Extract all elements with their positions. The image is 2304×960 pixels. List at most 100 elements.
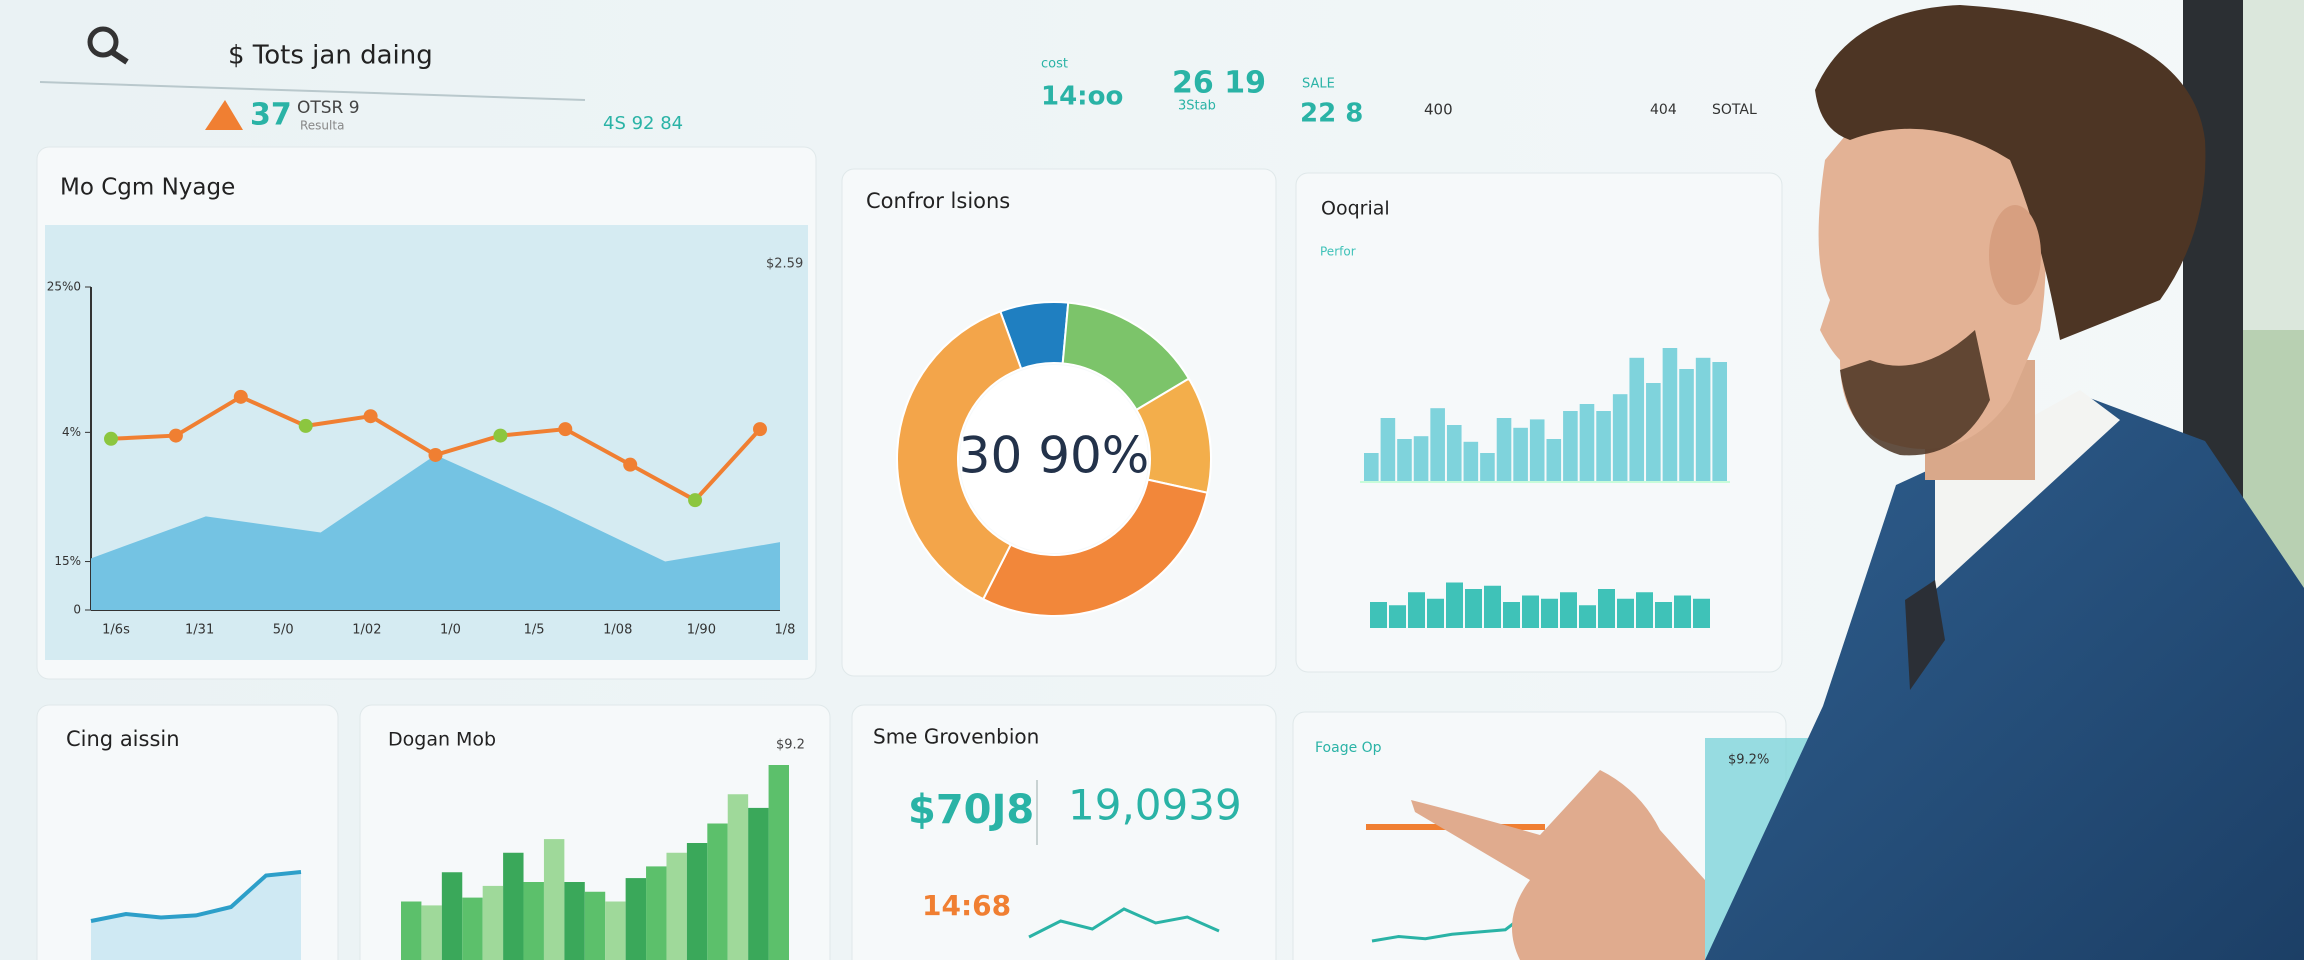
label: 1/5 xyxy=(524,623,545,638)
divider xyxy=(39,81,586,101)
point xyxy=(168,428,183,443)
line xyxy=(1371,908,1533,943)
point xyxy=(298,418,313,433)
label: 1/0 xyxy=(440,623,461,638)
hair xyxy=(1815,5,2206,340)
bar xyxy=(584,891,606,960)
bar xyxy=(768,765,789,960)
bar xyxy=(1612,394,1628,481)
bar xyxy=(1695,357,1711,481)
label: 30 90% xyxy=(959,427,1150,485)
bar xyxy=(1430,408,1445,481)
search-icon xyxy=(110,49,129,65)
label: Ooqrial xyxy=(1321,198,1390,220)
label: 25%0 xyxy=(47,280,81,294)
label: 14:68 xyxy=(922,889,1011,922)
label: 1/02 xyxy=(352,623,381,638)
bar xyxy=(1636,592,1653,628)
bar xyxy=(1579,605,1596,628)
bar xyxy=(1646,383,1661,481)
bar xyxy=(1712,362,1727,481)
bar xyxy=(1596,411,1611,481)
bar xyxy=(1579,404,1595,481)
person xyxy=(1411,5,2304,960)
bar xyxy=(543,839,565,960)
ear xyxy=(1989,205,2041,305)
label: 14:oo xyxy=(1041,82,1123,112)
label: Perfor xyxy=(1320,245,1356,259)
bar xyxy=(1408,592,1425,628)
label: SALE xyxy=(1302,77,1335,92)
point xyxy=(558,422,573,437)
bar xyxy=(1496,418,1512,481)
label: OTSR 9 xyxy=(297,98,360,118)
label: 37 xyxy=(250,98,292,133)
label: 19,0939 xyxy=(1068,781,1242,830)
label: 4S 92 84 xyxy=(603,113,683,134)
label: 1/31 xyxy=(185,623,214,638)
bar xyxy=(605,901,626,960)
bar xyxy=(1513,427,1528,481)
line xyxy=(1028,907,1220,939)
label: 400 xyxy=(1424,101,1453,119)
point xyxy=(104,431,118,446)
bar xyxy=(1397,439,1412,481)
donut-slice xyxy=(981,478,1209,617)
bar xyxy=(1463,441,1479,481)
bar xyxy=(1364,453,1379,481)
suit xyxy=(1705,397,2304,960)
point xyxy=(623,457,638,472)
shirt-collar xyxy=(1935,390,2120,590)
bar xyxy=(1446,582,1463,628)
bar xyxy=(625,878,647,960)
bar xyxy=(482,885,504,960)
label: Foage Op xyxy=(1315,740,1382,756)
label: 1/6s xyxy=(102,623,130,638)
bar xyxy=(401,901,422,960)
hand xyxy=(1411,770,1705,960)
search-icon xyxy=(87,26,119,58)
bar xyxy=(1484,585,1501,628)
bar xyxy=(1370,602,1387,628)
bar xyxy=(564,882,585,960)
label: 5/0 xyxy=(273,623,294,638)
bar xyxy=(686,843,708,960)
bar xyxy=(1380,418,1396,481)
tie xyxy=(1905,580,1945,690)
bar xyxy=(707,823,728,960)
label: 404 xyxy=(1650,102,1677,118)
label: $2.59 xyxy=(766,257,803,272)
bar xyxy=(1546,439,1562,481)
point xyxy=(428,447,443,462)
bar xyxy=(441,872,463,960)
bar xyxy=(666,852,687,960)
bar xyxy=(1560,592,1577,628)
beard xyxy=(1840,330,1990,456)
label: Cing aissin xyxy=(66,727,180,751)
bar xyxy=(1522,595,1539,628)
bar xyxy=(1679,369,1694,481)
label: 26 19 xyxy=(1172,66,1266,101)
label: 0 xyxy=(73,603,81,617)
point xyxy=(753,422,767,437)
label: $9.2 xyxy=(776,738,805,753)
label: Confror lsions xyxy=(866,189,1010,213)
label: 15% xyxy=(54,554,81,568)
label: $9.2% xyxy=(1728,753,1769,768)
line xyxy=(90,870,302,923)
panel xyxy=(851,704,1277,960)
bar xyxy=(1563,411,1578,481)
point xyxy=(493,428,508,443)
bar xyxy=(1598,589,1615,628)
label: 1/90 xyxy=(687,623,716,638)
bar xyxy=(462,897,483,960)
kpi-icon xyxy=(205,100,243,130)
bar xyxy=(1427,598,1444,628)
bar xyxy=(1541,598,1558,628)
point xyxy=(363,409,378,424)
label: 1/08 xyxy=(603,623,632,638)
label: 1/8 xyxy=(775,623,796,638)
label: Resulta xyxy=(300,119,344,133)
